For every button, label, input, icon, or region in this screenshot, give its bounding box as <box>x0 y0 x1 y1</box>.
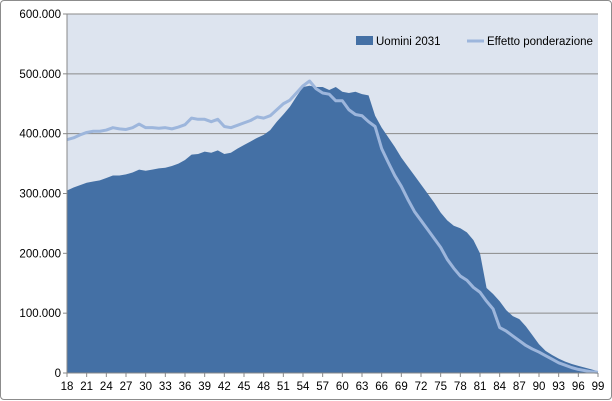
x-tick-label: 24 <box>100 381 113 393</box>
x-tick-label: 72 <box>415 381 428 393</box>
y-tick-label: 600.000 <box>19 9 61 21</box>
legend-label-effetto-ponderazione: Effetto ponderazione <box>487 36 593 48</box>
x-tick-label: 45 <box>238 381 251 393</box>
legend: Uomini 2031 Effetto ponderazione <box>356 36 593 48</box>
y-tick-label: 0 <box>55 368 61 380</box>
x-tick-label: 18 <box>61 381 74 393</box>
x-tick-label: 42 <box>218 381 231 393</box>
x-tick-label: 48 <box>257 381 270 393</box>
axes <box>63 13 599 377</box>
x-tick-label: 57 <box>316 381 329 393</box>
y-tick-label: 500.000 <box>19 69 61 81</box>
x-tick-label: 51 <box>277 381 290 393</box>
y-axis-tick-labels: 0 100.000 200.000 300.000 400.000 500.000 600.… <box>19 9 61 380</box>
y-tick-label: 400.000 <box>19 129 61 141</box>
x-tick-label: 84 <box>493 381 506 393</box>
x-tick-label: 21 <box>80 381 93 393</box>
line-series-effetto-ponderazione <box>66 79 599 374</box>
x-tick-label: 75 <box>434 381 447 393</box>
y-tick-label: 200.000 <box>19 248 61 260</box>
x-tick-label: 96 <box>572 381 585 393</box>
legend-swatch-uomini-2031 <box>356 36 373 45</box>
x-tick-label: 60 <box>336 381 349 393</box>
area-series-uomini-2031 <box>67 85 598 374</box>
x-tick-label: 78 <box>454 381 467 393</box>
x-tick-label: 93 <box>552 381 565 393</box>
x-tick-label: 69 <box>395 381 408 393</box>
x-tick-label: 81 <box>474 381 487 393</box>
x-tick-label: 87 <box>513 381 526 393</box>
legend-label-uomini-2031: Uomini 2031 <box>376 36 441 48</box>
x-tick-label: 39 <box>198 381 211 393</box>
x-tick-label: 99 <box>592 381 605 393</box>
x-tick-label: 36 <box>179 381 192 393</box>
x-tick-label: 90 <box>533 381 546 393</box>
x-tick-label: 30 <box>139 381 152 393</box>
x-tick-label: 66 <box>375 381 388 393</box>
x-axis-tick-labels: 18 21 24 27 30 33 36 39 42 45 48 51 54 57 60 63 66 69 72 75… <box>61 381 605 393</box>
x-tick-label: 54 <box>297 381 310 393</box>
x-tick-label: 27 <box>120 381 133 393</box>
x-tick-label: 63 <box>356 381 369 393</box>
y-tick-label: 100.000 <box>19 308 61 320</box>
y-tick-label: 300.000 <box>19 189 61 201</box>
x-tick-label: 33 <box>159 381 172 393</box>
